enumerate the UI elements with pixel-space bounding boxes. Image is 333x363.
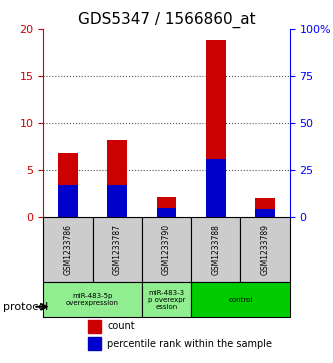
Bar bbox=[88, 319, 101, 333]
Bar bbox=[206, 159, 226, 217]
Bar bbox=[43, 282, 142, 317]
Title: GDS5347 / 1566860_at: GDS5347 / 1566860_at bbox=[78, 12, 255, 28]
Bar bbox=[191, 282, 290, 317]
Bar bbox=[107, 184, 127, 217]
Bar bbox=[255, 209, 275, 217]
Bar bbox=[93, 217, 142, 282]
Text: GSM1233788: GSM1233788 bbox=[211, 224, 220, 275]
Text: miR-483-5p
overexpression: miR-483-5p overexpression bbox=[66, 293, 119, 306]
Bar bbox=[255, 198, 275, 217]
Bar bbox=[157, 208, 176, 217]
Text: percentile rank within the sample: percentile rank within the sample bbox=[107, 339, 272, 349]
Bar bbox=[107, 140, 127, 217]
Text: protocol: protocol bbox=[3, 302, 49, 312]
Bar bbox=[157, 197, 176, 217]
Bar bbox=[240, 217, 290, 282]
Bar bbox=[142, 217, 191, 282]
Text: control: control bbox=[228, 297, 253, 303]
Bar bbox=[88, 337, 101, 350]
Bar bbox=[191, 217, 240, 282]
Text: count: count bbox=[107, 321, 135, 331]
Bar bbox=[142, 282, 191, 317]
Text: GSM1233789: GSM1233789 bbox=[260, 224, 270, 275]
Text: GSM1233787: GSM1233787 bbox=[113, 224, 122, 275]
Bar bbox=[58, 154, 78, 217]
Bar bbox=[58, 184, 78, 217]
Text: miR-483-3
p overexpr
ession: miR-483-3 p overexpr ession bbox=[148, 290, 185, 310]
Text: GSM1233786: GSM1233786 bbox=[63, 224, 73, 275]
Text: GSM1233790: GSM1233790 bbox=[162, 224, 171, 276]
Bar bbox=[206, 40, 226, 217]
Bar bbox=[43, 217, 93, 282]
